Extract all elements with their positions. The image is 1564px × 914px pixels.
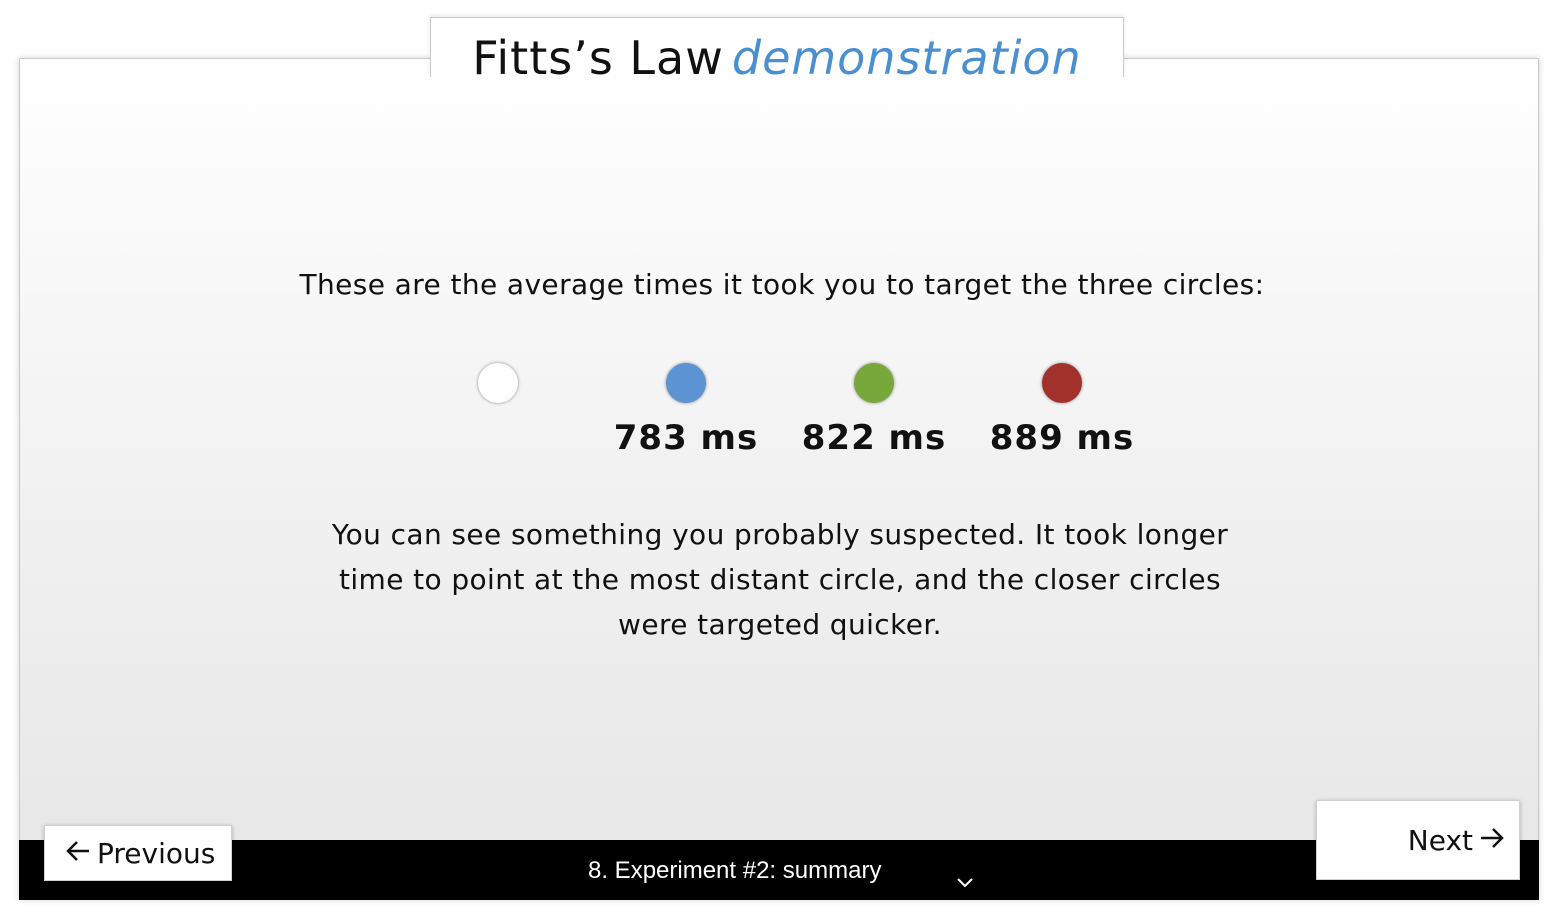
green-circle [854, 363, 894, 403]
red-circle [1042, 363, 1082, 403]
section-dropdown[interactable]: 8. Experiment #2: summary [560, 852, 1000, 890]
green-circle-time: 822 ms [801, 418, 947, 458]
title-tab: Fitts’s Law demonstration [430, 17, 1124, 84]
arrow-left-icon [65, 839, 91, 867]
explanation-text: You can see something you probably suspe… [331, 518, 1229, 641]
previous-button-label: Previous [97, 836, 216, 870]
blue-circle-time: 783 ms [613, 418, 759, 458]
start-circle [478, 363, 518, 403]
red-circle-time: 889 ms [989, 418, 1135, 458]
title-accent: demonstration [731, 31, 1082, 85]
arrow-right-icon [1479, 826, 1505, 854]
next-button[interactable]: Next [1316, 800, 1520, 880]
section-dropdown-label: 8. Experiment #2: summary [588, 857, 882, 884]
page-title: Fitts’s Law demonstration [431, 18, 1123, 84]
blue-circle [666, 363, 706, 403]
footer-bar [19, 840, 1539, 900]
previous-button[interactable]: Previous [44, 825, 232, 881]
content-panel [19, 58, 1539, 900]
next-button-label: Next [1407, 823, 1473, 857]
title-main: Fitts’s Law [472, 31, 724, 85]
chevron-down-icon [956, 863, 974, 901]
intro-text: These are the average times it took you … [299, 268, 1265, 301]
